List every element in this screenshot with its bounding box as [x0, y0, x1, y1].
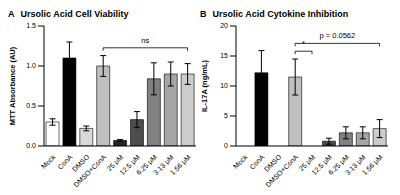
svg-text:6.25 μM: 6.25 μM: [327, 153, 350, 177]
svg-text:10: 10: [220, 82, 228, 89]
svg-text:3.13 μM: 3.13 μM: [344, 153, 367, 177]
svg-text:20: 20: [220, 22, 228, 29]
html-text:Ursolic Acid Cytokine Inhibiti: Ursolic Acid Cytokine Inhibition: [212, 9, 349, 19]
svg-text:1.56 μM: 1.56 μM: [169, 153, 193, 177]
svg-text:IL-17A (ng/mL): IL-17A (ng/mL): [200, 59, 209, 112]
svg-text:*: *: [302, 39, 305, 48]
svg-text:1.0: 1.0: [26, 62, 36, 69]
svg-text:5: 5: [224, 112, 228, 119]
svg-text:0: 0: [224, 142, 228, 149]
svg-text:Mock: Mock: [232, 153, 249, 170]
svg-text:12.5 μM: 12.5 μM: [118, 153, 142, 177]
svg-text:0.5: 0.5: [26, 102, 36, 109]
svg-text:25 μM: 25 μM: [297, 153, 317, 173]
svg-text:3.13 μM: 3.13 μM: [152, 153, 175, 177]
svg-text:DMSO+ConA: DMSO+ConA: [264, 153, 299, 188]
svg-text:1.56 μM: 1.56 μM: [361, 153, 385, 177]
html-text:Ursolic Acid Cell Viability: Ursolic Acid Cell Viability: [20, 9, 129, 19]
svg-text:DMSO+ConA: DMSO+ConA: [72, 153, 107, 188]
svg-text:p = 0.0562: p = 0.0562: [319, 31, 355, 40]
svg-text:25 μM: 25 μM: [105, 153, 125, 173]
svg-text:12.5 μM: 12.5 μM: [310, 153, 334, 177]
svg-text:6.25 μM: 6.25 μM: [135, 153, 158, 177]
svg-text:0.0: 0.0: [26, 142, 36, 149]
html-text:B: B: [200, 9, 207, 19]
html-text:A: A: [8, 9, 15, 19]
svg-text:ns: ns: [141, 36, 149, 45]
svg-text:Mock: Mock: [40, 153, 57, 170]
svg-text:1.5: 1.5: [26, 22, 36, 29]
svg-text:MTT Absorbance (AU): MTT Absorbance (AU): [8, 46, 17, 125]
svg-text:15: 15: [220, 52, 228, 59]
